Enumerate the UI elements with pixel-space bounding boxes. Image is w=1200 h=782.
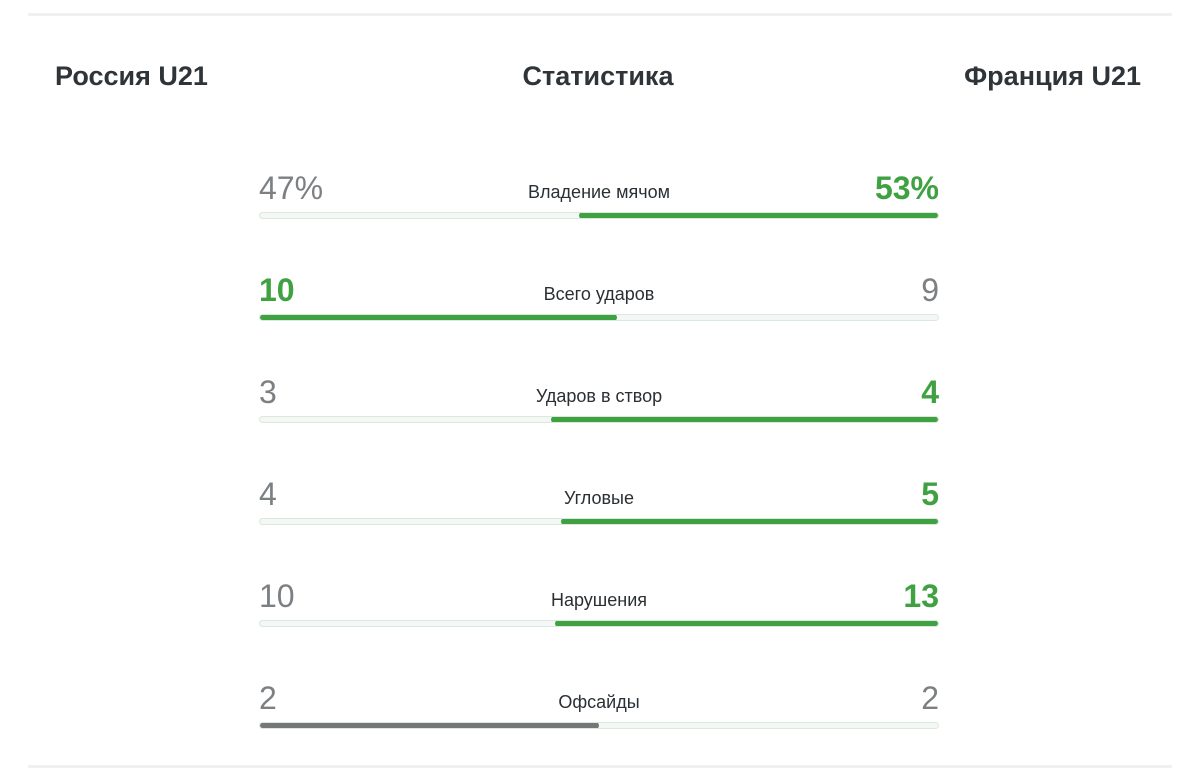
comparison-bar-fill xyxy=(554,621,938,626)
page-title: Статистика xyxy=(522,61,674,91)
comparison-bar-fill xyxy=(260,315,617,320)
stat-row-shots-on-target: 3 Ударов в створ 4 xyxy=(259,368,939,470)
away-stat-value: 5 xyxy=(921,476,939,512)
stats-list: 47% Владение мячом 53% 10 Всего ударов 9… xyxy=(259,164,939,776)
bottom-divider xyxy=(28,765,1172,768)
stat-row-corners: 4 Угловые 5 xyxy=(259,470,939,572)
comparison-bar-fill xyxy=(260,723,599,728)
comparison-bar-fill xyxy=(561,519,938,524)
away-stat-value: 2 xyxy=(921,680,939,716)
comparison-bar xyxy=(259,518,939,525)
home-stat-value: 10 xyxy=(259,578,295,614)
stat-row-fouls: 10 Нарушения 13 xyxy=(259,572,939,674)
home-stat-value: 3 xyxy=(259,374,277,410)
away-stat-value: 13 xyxy=(903,578,939,614)
home-stat-value: 2 xyxy=(259,680,277,716)
stat-label: Угловые xyxy=(563,488,635,508)
stat-row-possession: 47% Владение мячом 53% xyxy=(259,164,939,266)
home-stat-value: 47% xyxy=(259,170,324,206)
away-team-name: Франция U21 xyxy=(964,61,1141,91)
stat-label: Офсайды xyxy=(558,692,640,712)
comparison-bar xyxy=(259,212,939,219)
top-divider xyxy=(28,13,1172,16)
away-stat-value: 53% xyxy=(874,170,939,206)
away-stat-value: 9 xyxy=(921,272,939,308)
stat-label: Ударов в створ xyxy=(535,386,663,406)
stat-label: Всего ударов xyxy=(543,284,655,304)
comparison-bar xyxy=(259,620,939,627)
away-stat-value: 4 xyxy=(921,374,939,410)
stat-label: Нарушения xyxy=(550,590,647,610)
comparison-bar xyxy=(259,722,939,729)
home-stat-value: 4 xyxy=(259,476,277,512)
home-team-name: Россия U21 xyxy=(55,61,208,91)
home-stat-value: 10 xyxy=(259,272,295,308)
comparison-bar xyxy=(259,314,939,321)
comparison-bar xyxy=(259,416,939,423)
comparison-bar-fill xyxy=(578,213,938,218)
stat-label: Владение мячом xyxy=(528,182,670,202)
stat-row-offsides: 2 Офсайды 2 xyxy=(259,674,939,776)
comparison-bar-fill xyxy=(550,417,938,422)
stat-row-shots: 10 Всего ударов 9 xyxy=(259,266,939,368)
